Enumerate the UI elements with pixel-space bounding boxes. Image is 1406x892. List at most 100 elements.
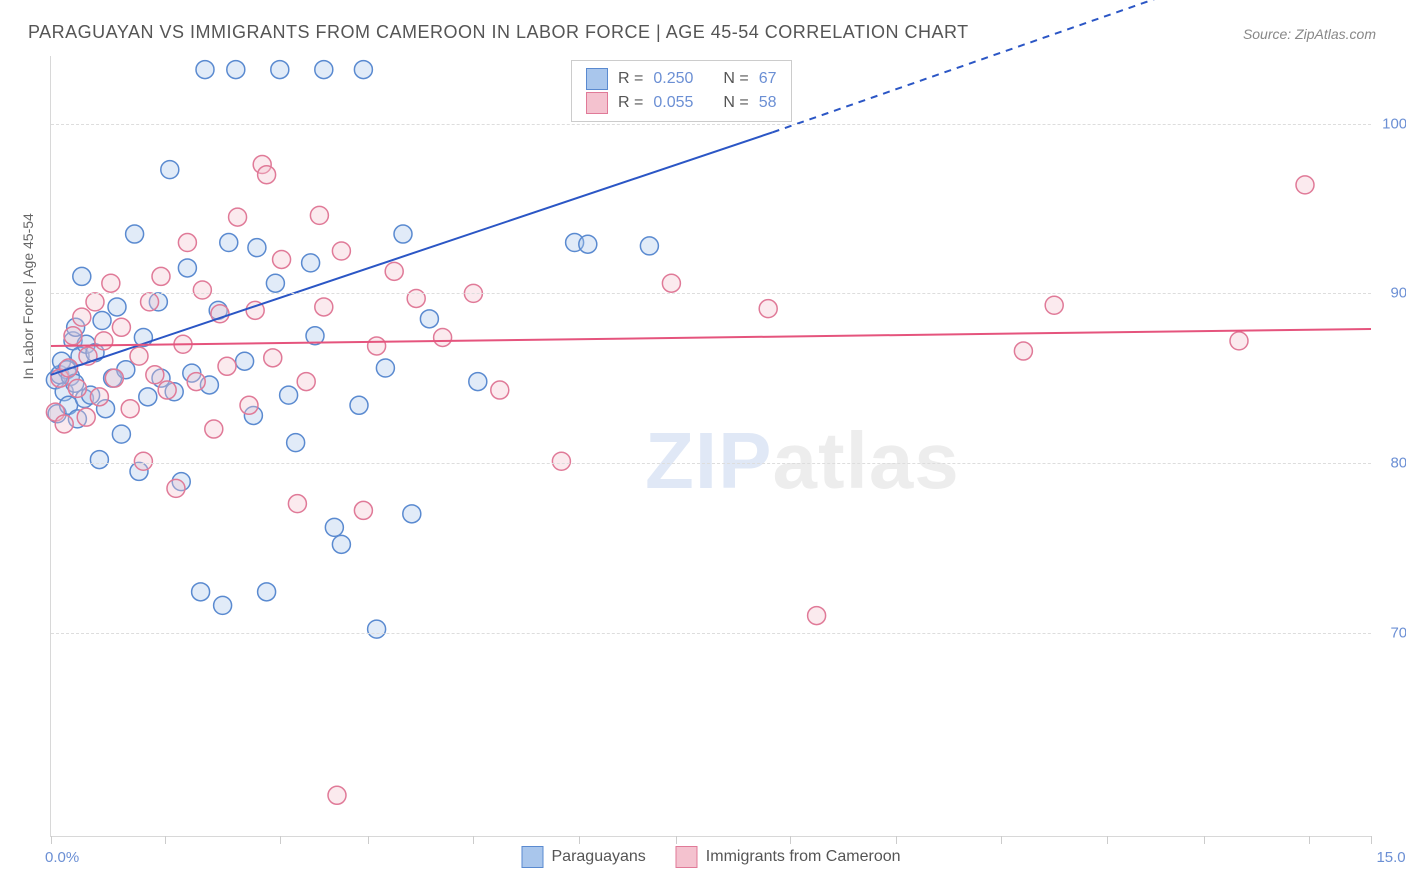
x-tick bbox=[1001, 836, 1002, 844]
scatter-point bbox=[248, 239, 266, 257]
plot-area: R = 0.250 N = 67 R = 0.055 N = 58 ZIPatl… bbox=[50, 56, 1371, 837]
stat-n-value-1: 67 bbox=[759, 70, 777, 88]
x-axis-min-label: 0.0% bbox=[45, 849, 79, 866]
y-tick-label: 70.0% bbox=[1390, 624, 1406, 641]
scatter-point bbox=[68, 379, 86, 397]
legend-item-1-label: Paraguayans bbox=[551, 848, 645, 866]
scatter-point bbox=[325, 518, 343, 536]
scatter-point bbox=[90, 388, 108, 406]
legend-bottom-swatch-pink bbox=[676, 846, 698, 868]
scatter-point bbox=[220, 234, 238, 252]
scatter-point bbox=[227, 61, 245, 79]
scatter-point bbox=[112, 318, 130, 336]
stat-n-value-2: 58 bbox=[759, 94, 777, 112]
stat-r-value-2: 0.055 bbox=[653, 94, 693, 112]
legend-item-2: Immigrants from Cameroon bbox=[676, 846, 901, 868]
gridline-horizontal bbox=[51, 124, 1371, 125]
scatter-point bbox=[368, 620, 386, 638]
gridline-horizontal bbox=[51, 633, 1371, 634]
scatter-point bbox=[350, 396, 368, 414]
x-tick bbox=[473, 836, 474, 844]
scatter-point bbox=[193, 281, 211, 299]
x-tick bbox=[280, 836, 281, 844]
scatter-point bbox=[258, 583, 276, 601]
stat-r-value-1: 0.250 bbox=[653, 70, 693, 88]
x-tick bbox=[1204, 836, 1205, 844]
scatter-point bbox=[394, 225, 412, 243]
scatter-point bbox=[1296, 176, 1314, 194]
x-axis-max-label: 15.0% bbox=[1376, 849, 1406, 866]
scatter-point bbox=[759, 300, 777, 318]
scatter-point bbox=[808, 607, 826, 625]
scatter-point bbox=[640, 237, 658, 255]
stat-r-label: R = bbox=[618, 94, 643, 112]
scatter-point bbox=[302, 254, 320, 272]
scatter-point bbox=[1014, 342, 1032, 360]
scatter-point bbox=[407, 289, 425, 307]
scatter-point bbox=[368, 337, 386, 355]
scatter-point bbox=[328, 786, 346, 804]
legend-stat-row-2: R = 0.055 N = 58 bbox=[586, 91, 777, 115]
scatter-point bbox=[86, 293, 104, 311]
legend-stat-row-1: R = 0.250 N = 67 bbox=[586, 67, 777, 91]
gridline-horizontal bbox=[51, 293, 1371, 294]
scatter-point bbox=[130, 347, 148, 365]
gridline-horizontal bbox=[51, 463, 1371, 464]
scatter-point bbox=[205, 420, 223, 438]
scatter-point bbox=[258, 166, 276, 184]
legend-bottom: Paraguayans Immigrants from Cameroon bbox=[521, 846, 900, 868]
scatter-point bbox=[93, 312, 111, 330]
scatter-point bbox=[192, 583, 210, 601]
scatter-point bbox=[73, 308, 91, 326]
chart-title: PARAGUAYAN VS IMMIGRANTS FROM CAMEROON I… bbox=[28, 22, 969, 43]
scatter-point bbox=[121, 400, 139, 418]
x-tick bbox=[579, 836, 580, 844]
scatter-point bbox=[167, 479, 185, 497]
scatter-point bbox=[108, 298, 126, 316]
scatter-point bbox=[315, 298, 333, 316]
scatter-point bbox=[1045, 296, 1063, 314]
scatter-point bbox=[376, 359, 394, 377]
scatter-point bbox=[152, 267, 170, 285]
scatter-point bbox=[214, 596, 232, 614]
scatter-point bbox=[126, 225, 144, 243]
legend-swatch-pink bbox=[586, 92, 608, 114]
y-tick-label: 80.0% bbox=[1390, 454, 1406, 471]
scatter-point bbox=[112, 425, 130, 443]
scatter-point bbox=[434, 328, 452, 346]
scatter-point bbox=[146, 366, 164, 384]
scatter-point bbox=[178, 259, 196, 277]
scatter-point bbox=[271, 61, 289, 79]
scatter-point bbox=[354, 501, 372, 519]
scatter-point bbox=[77, 408, 95, 426]
scatter-point bbox=[55, 415, 73, 433]
source-attribution: Source: ZipAtlas.com bbox=[1243, 26, 1376, 42]
stat-n-label: N = bbox=[723, 94, 748, 112]
scatter-point bbox=[273, 250, 291, 268]
scatter-point bbox=[90, 451, 108, 469]
x-tick bbox=[51, 836, 52, 844]
scatter-point bbox=[161, 161, 179, 179]
scatter-point bbox=[310, 206, 328, 224]
legend-item-1: Paraguayans bbox=[521, 846, 645, 868]
scatter-point bbox=[240, 396, 258, 414]
scatter-point bbox=[178, 234, 196, 252]
scatter-point bbox=[288, 495, 306, 513]
x-tick bbox=[165, 836, 166, 844]
x-tick bbox=[1371, 836, 1372, 844]
scatter-point bbox=[552, 452, 570, 470]
scatter-point bbox=[266, 274, 284, 292]
scatter-point bbox=[229, 208, 247, 226]
scatter-point bbox=[102, 274, 120, 292]
scatter-point bbox=[385, 262, 403, 280]
scatter-point bbox=[280, 386, 298, 404]
scatter-point bbox=[315, 61, 333, 79]
legend-swatch-blue bbox=[586, 68, 608, 90]
scatter-point bbox=[105, 369, 123, 387]
x-tick bbox=[896, 836, 897, 844]
scatter-point bbox=[196, 61, 214, 79]
legend-statistics: R = 0.250 N = 67 R = 0.055 N = 58 bbox=[571, 60, 792, 122]
trend-line-extrapolation bbox=[773, 0, 1283, 132]
x-tick bbox=[676, 836, 677, 844]
scatter-svg bbox=[51, 56, 1371, 836]
